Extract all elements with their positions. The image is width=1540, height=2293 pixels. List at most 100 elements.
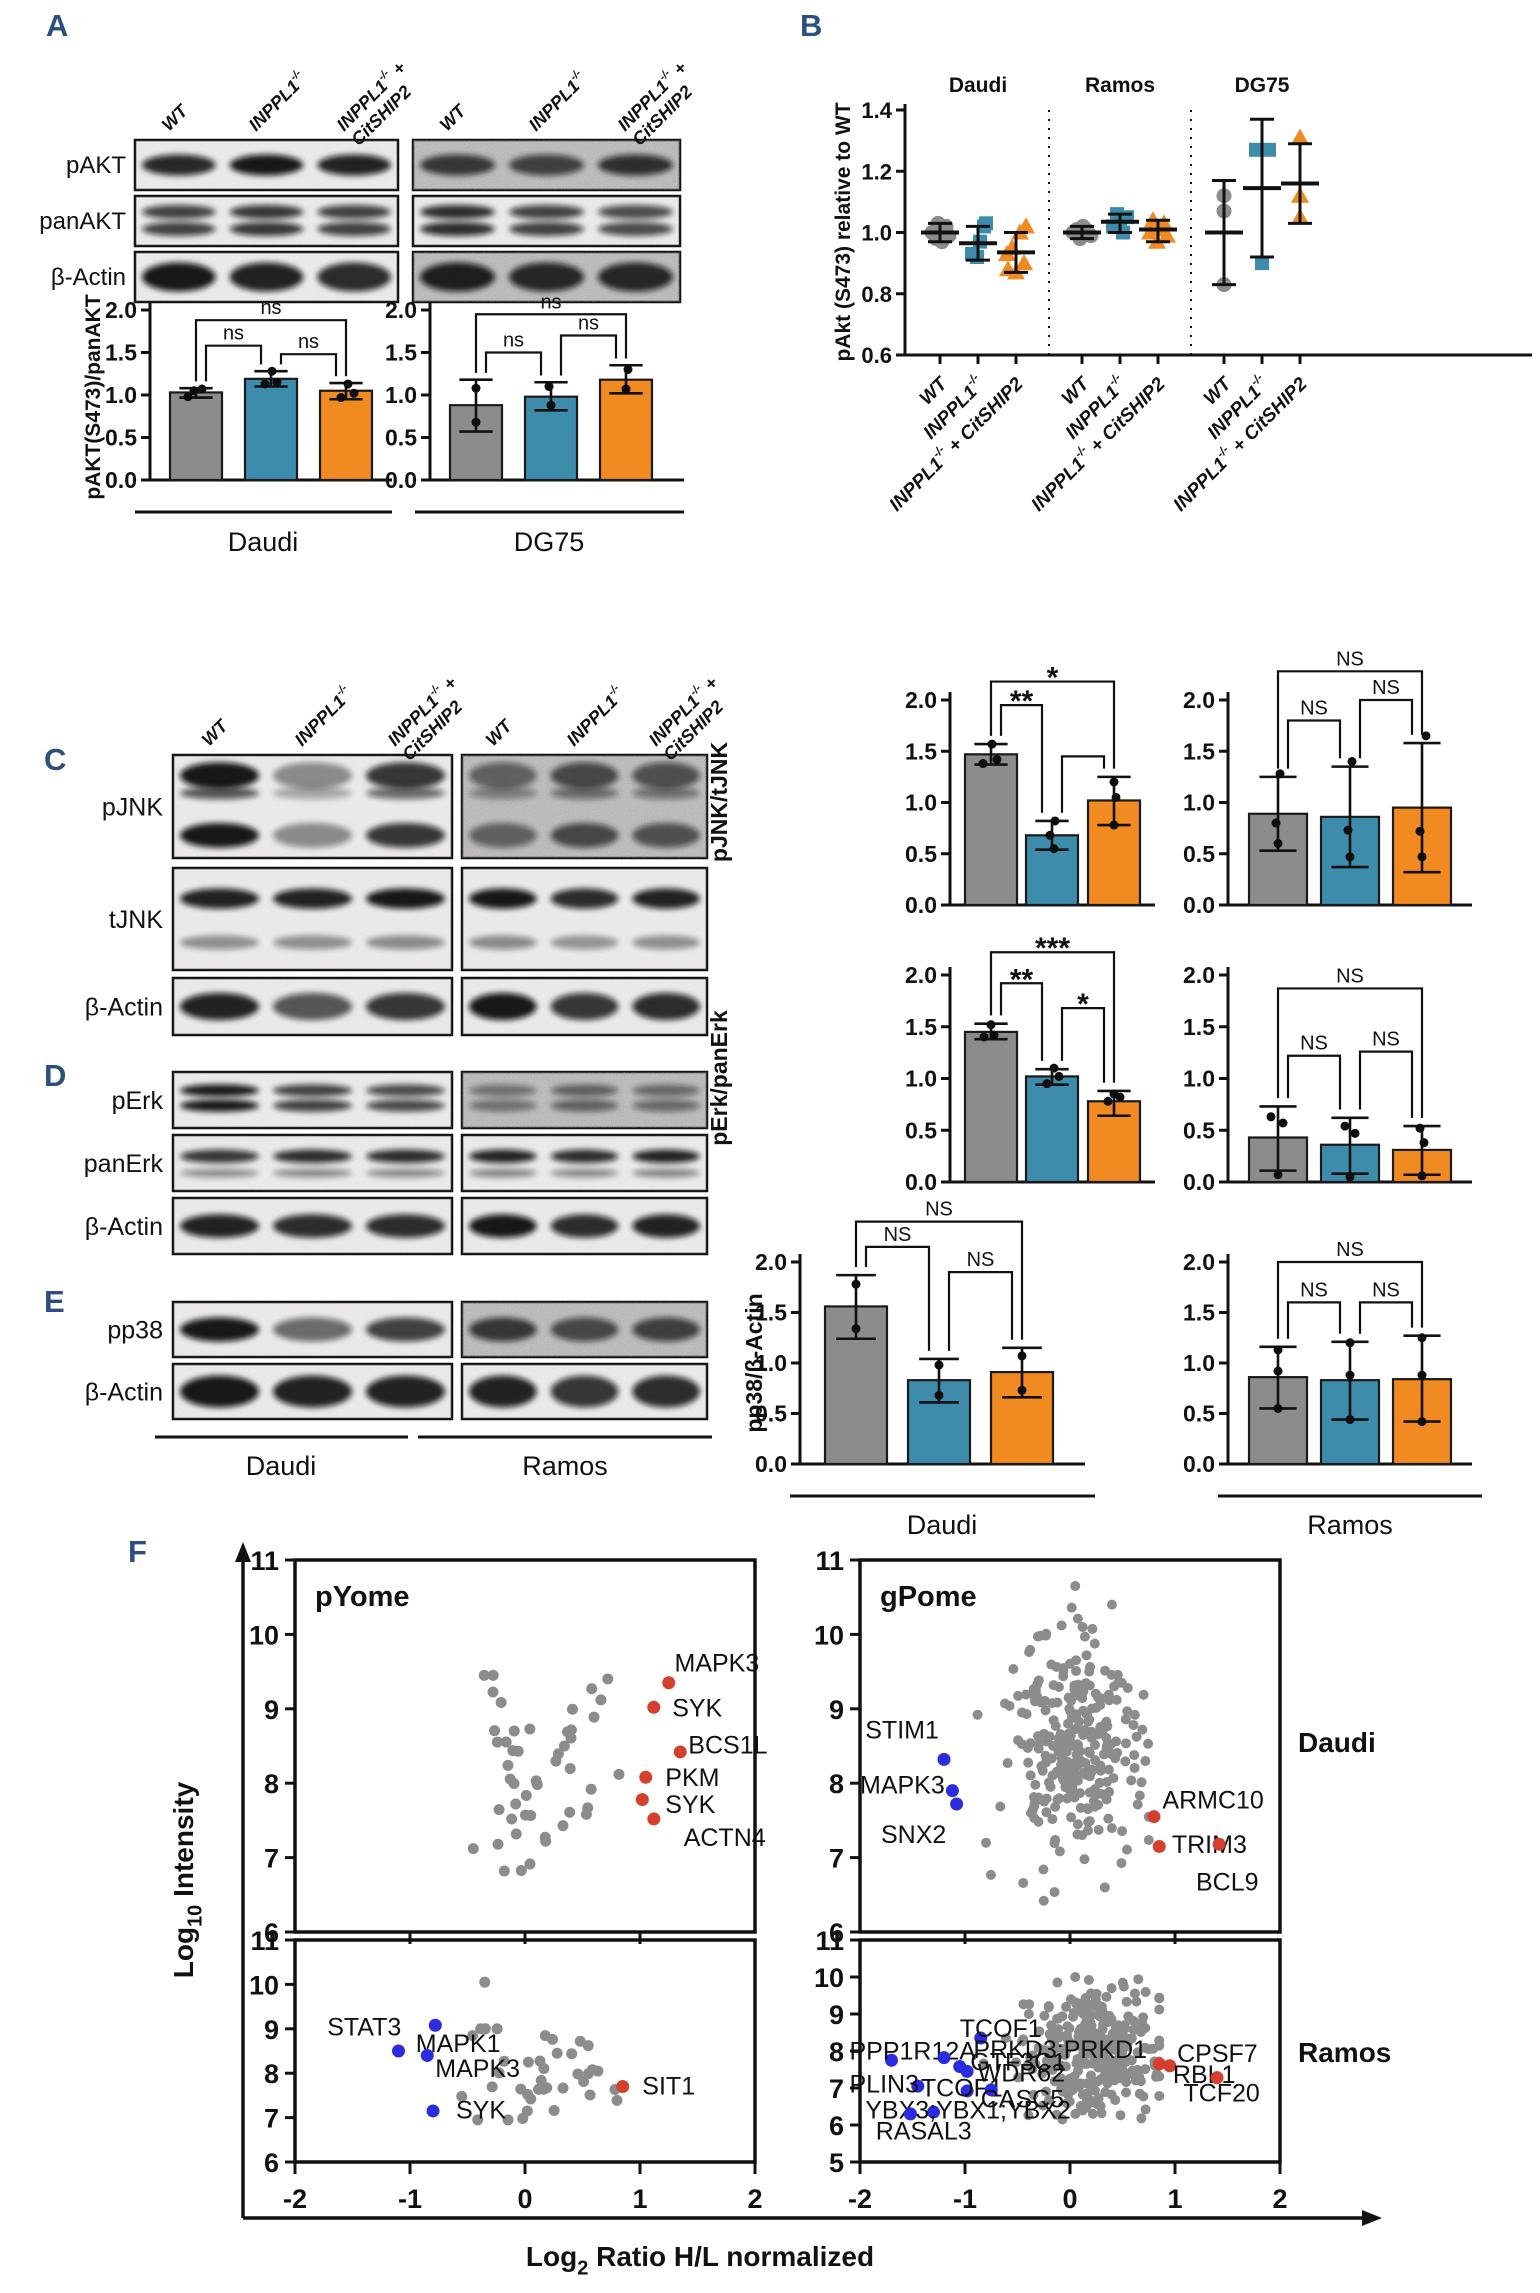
cloud-point bbox=[530, 1775, 542, 1787]
y-tick-label: 9 bbox=[264, 1695, 279, 1725]
data-point bbox=[1343, 825, 1353, 835]
data-point bbox=[1345, 1338, 1355, 1348]
cloud-point bbox=[1044, 1731, 1055, 1742]
data-point bbox=[471, 383, 481, 393]
cloud-point bbox=[1054, 1793, 1065, 1804]
cloud-point bbox=[602, 1673, 614, 1685]
marked-point bbox=[1152, 1839, 1166, 1853]
cloud-point bbox=[495, 1696, 507, 1708]
blot-band bbox=[366, 786, 445, 800]
cloud-point bbox=[551, 2047, 563, 2059]
cloud-point bbox=[1104, 1786, 1115, 1797]
blot-band bbox=[229, 154, 304, 176]
y-tick-label: 11 bbox=[815, 1546, 844, 1576]
blot-band bbox=[550, 822, 619, 848]
cloud-point bbox=[1135, 2076, 1146, 2087]
cloud-point bbox=[1081, 2102, 1092, 2113]
blot-band bbox=[273, 992, 352, 1021]
y-tick-label: 11 bbox=[815, 1926, 844, 1956]
blot-band bbox=[632, 822, 701, 848]
y-tick-label: 1.0 bbox=[755, 1350, 787, 1376]
blot-band bbox=[469, 1099, 537, 1112]
scatter-gpome-ramos: 5 6 7 8 9 10 11 -2 -1 0 1 2 Ramos TCOF1PPP1R12APRKD3;… bbox=[814, 1926, 1391, 2214]
data-point bbox=[1042, 1079, 1052, 1089]
blot-band bbox=[180, 1375, 259, 1408]
gene-label: RASAL3 bbox=[876, 2118, 972, 2146]
cloud-point bbox=[1061, 2001, 1072, 2012]
cloud-point bbox=[557, 1820, 569, 1832]
cloud-point bbox=[1027, 2064, 1038, 2075]
x-tick-label: -1 bbox=[398, 2184, 422, 2214]
blot-row-label: panAKT bbox=[39, 208, 126, 235]
cloud-point bbox=[1043, 1777, 1054, 1788]
gene-label: YBX3;YBX1;YBX2 bbox=[865, 2096, 1071, 2124]
cloud-point bbox=[1137, 1724, 1148, 1735]
y-tick-label: 0.6 bbox=[861, 343, 892, 368]
cloud-point bbox=[1049, 2076, 1060, 2087]
sig-bracket bbox=[1358, 1301, 1414, 1334]
cloud-point bbox=[1070, 1972, 1081, 1982]
cell-line-label: Ramos bbox=[522, 1451, 608, 1481]
cloud-point bbox=[1036, 2068, 1047, 2079]
cloud-point bbox=[1072, 1819, 1083, 1830]
cloud-point bbox=[1126, 2033, 1137, 2044]
data-point bbox=[183, 392, 193, 402]
cloud-point bbox=[1082, 2088, 1093, 2099]
cloud-point bbox=[1131, 1996, 1142, 2007]
cloud-point bbox=[517, 2112, 529, 2124]
cloud-point bbox=[1084, 1747, 1095, 1758]
f-x-axis-label: Log2 Ratio H/L normalized bbox=[526, 2241, 874, 2279]
cloud-point bbox=[1024, 1647, 1035, 1658]
x-arrowhead bbox=[1362, 2210, 1382, 2226]
ko-point bbox=[1255, 256, 1269, 271]
blot-band bbox=[273, 786, 352, 800]
data-point bbox=[1266, 1112, 1276, 1122]
data-point bbox=[1275, 769, 1285, 779]
cloud-point bbox=[1120, 1738, 1131, 1749]
chart-c-daudi: 0.00.51.01.52.0***pJNK/tJNK bbox=[706, 662, 1155, 918]
sig-label: ns bbox=[503, 330, 524, 352]
cloud-point bbox=[1154, 1992, 1165, 2003]
gene-label: SNX2 bbox=[881, 1821, 946, 1849]
cloud-point bbox=[1043, 2002, 1054, 2013]
cloud-point bbox=[524, 1723, 536, 1735]
cloud-point bbox=[515, 1865, 527, 1877]
y-tick-label: 6 bbox=[264, 2148, 279, 2178]
panel-cde-blots: pJNK tJNK β-Actin pErk panErk β-Actin pp38 β-Ac… bbox=[84, 672, 727, 1481]
blot-band bbox=[420, 262, 495, 292]
y-tick-label: 6 bbox=[829, 2111, 844, 2141]
cloud-point bbox=[1036, 1761, 1047, 1772]
panel-f-label: F bbox=[128, 1534, 147, 1569]
lane-label: INPPL1-/- bbox=[243, 67, 311, 135]
marked-point bbox=[647, 1812, 661, 1826]
cloud-point bbox=[1096, 2108, 1107, 2119]
cloud-point bbox=[1033, 2042, 1044, 2053]
blot-band bbox=[273, 762, 352, 789]
cloud-point bbox=[1133, 1974, 1144, 1985]
blot-row-label: β-Actin bbox=[51, 264, 126, 291]
panel-d-label: D bbox=[44, 1058, 67, 1093]
scatter-gpome-daudi: 6 7 8 9 10 11 gPome Daudi STIM1 MAPK3 SNX2 ARMC10 TR… bbox=[814, 1546, 1376, 1948]
cloud-point bbox=[981, 1837, 991, 1848]
y-tick-label: 8 bbox=[264, 2059, 279, 2089]
blot-band bbox=[632, 1317, 701, 1342]
cloud-point bbox=[508, 1777, 520, 1789]
y-tick-label: 7 bbox=[829, 2074, 844, 2104]
panel-f: Log10 Intensity Log2 Ratio H/L normalized… bbox=[168, 1542, 1391, 2279]
y-tick-label: 0.5 bbox=[755, 1401, 787, 1427]
cloud-point bbox=[1136, 2113, 1147, 2124]
cloud-point bbox=[1023, 2110, 1034, 2121]
data-point bbox=[1417, 852, 1427, 862]
blot-band bbox=[229, 262, 304, 292]
cloud-point bbox=[1072, 1775, 1083, 1786]
cloud-point bbox=[1072, 1613, 1083, 1624]
y-axis-label: pp38/β-Actin bbox=[741, 1293, 767, 1432]
cloud-point bbox=[1054, 1846, 1065, 1857]
cloud-point bbox=[1034, 2026, 1045, 2037]
bar bbox=[318, 389, 374, 482]
y-tick-label: 7 bbox=[829, 1844, 844, 1874]
cloud-point bbox=[1129, 1709, 1140, 1720]
cloud-point bbox=[548, 2104, 560, 2116]
cloud-point bbox=[1136, 1777, 1147, 1788]
